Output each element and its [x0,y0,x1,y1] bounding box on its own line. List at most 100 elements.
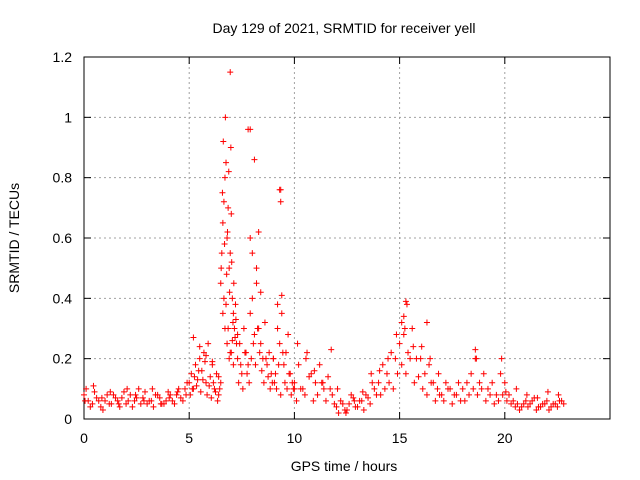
data-point [209,358,216,365]
data-point [274,325,281,332]
data-point [99,406,106,413]
data-point [82,397,89,404]
data-point [192,361,199,368]
data-point [169,397,176,404]
data-point [409,325,416,332]
data-point [251,156,258,163]
data-point [142,388,149,395]
data-point [344,406,350,413]
data-point [254,325,261,332]
data-point [390,385,397,392]
data-point [432,397,439,404]
data-point [195,367,202,374]
data-point [248,355,255,362]
data-point [207,373,214,380]
data-point [421,370,428,377]
data-point [108,400,115,407]
data-point [401,325,408,332]
data-point [534,394,541,401]
y-tick-labels: 0 0.2 0.4 0.6 0.8 1 1.2 [53,49,73,427]
data-point [297,385,304,392]
x-tick-label: 10 [287,430,303,446]
data-point [524,403,531,410]
data-point [255,228,262,235]
data-point [375,379,382,386]
data-point [91,388,98,395]
data-point [232,316,239,323]
data-point [489,379,496,386]
data-point [522,397,529,404]
data-point [527,400,534,407]
data-point [253,280,260,287]
data-point [131,397,138,404]
data-point [230,361,237,368]
data-point [267,385,274,392]
data-point [167,391,174,398]
data-point [251,331,258,338]
data-point [290,385,297,392]
plot-frame [83,56,611,420]
data-point [165,388,172,395]
data-point [423,319,430,326]
data-point [470,385,477,392]
data-point [220,138,227,145]
data-point [461,397,468,404]
data-point [127,391,134,398]
data-point [123,400,130,407]
data-point [294,340,301,347]
data-point [474,391,481,398]
data-point [351,397,358,404]
data-point [276,340,283,347]
data-point [256,349,263,356]
y-tick-label: 0.2 [53,351,73,367]
data-point [260,379,267,386]
data-point [199,376,206,383]
data-point [232,301,239,308]
data-point [140,397,147,404]
y-tick-label: 0.8 [53,170,73,186]
data-point [240,325,247,332]
data-point [498,355,505,362]
data-point [114,397,121,404]
data-point [434,385,441,392]
data-point [463,379,470,386]
data-point [224,228,231,235]
y-axis-label: SRMTID / TECUs [6,183,22,293]
data-point [252,361,259,368]
data-point [234,355,241,362]
data-point [157,400,164,407]
data-point [435,370,442,377]
data-point [188,370,195,377]
data-point [393,331,400,338]
data-point [328,346,335,353]
data-point [217,280,224,287]
data-point-peak [247,126,254,133]
data-point [280,361,287,368]
data-point [171,400,178,407]
data-point [466,391,473,398]
data-point [306,373,313,380]
data-point [352,403,359,410]
x-tick-labels: 0 5 10 15 20 [80,430,513,446]
data-point [402,298,409,305]
data-point [548,403,555,410]
data-point [362,391,369,398]
data-point [468,370,475,377]
data-point [410,343,417,350]
data-point [533,406,540,413]
data-point [90,382,97,389]
data-point [417,355,424,362]
data-point [215,373,222,380]
data-point [206,382,213,389]
data-point [541,400,548,407]
data-point [257,289,264,296]
data-point [369,379,376,386]
data-point [222,114,229,121]
data-point [227,144,234,151]
data-point [216,385,223,392]
data-point [150,403,157,410]
data-point [125,397,132,404]
data-point [398,319,405,326]
data-point [455,379,462,386]
